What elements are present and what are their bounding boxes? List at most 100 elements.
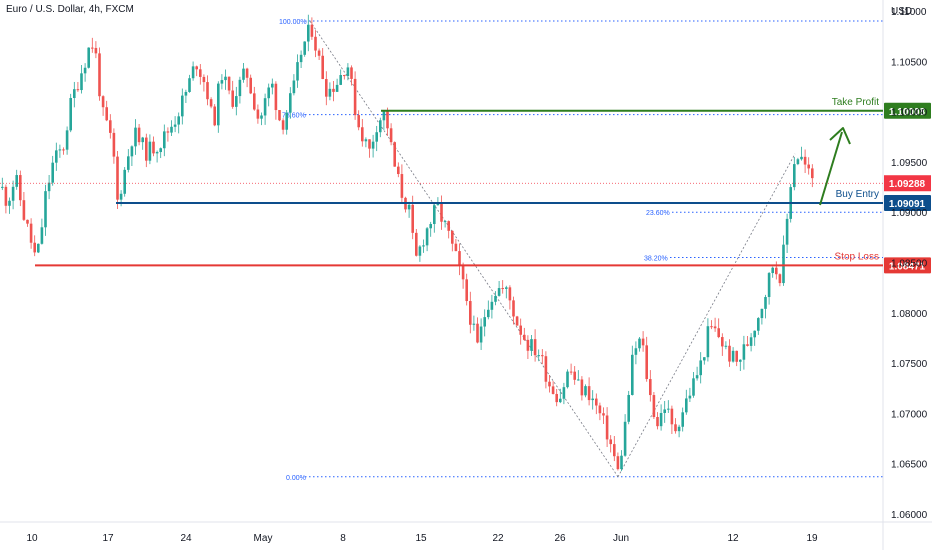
candle-body	[418, 246, 422, 256]
candle-body	[677, 426, 681, 432]
candle-body	[40, 227, 44, 244]
candle-body	[371, 141, 375, 149]
candle-body	[591, 398, 594, 401]
candle-body	[213, 106, 216, 126]
candle-body	[598, 405, 602, 414]
candle-body	[83, 67, 87, 74]
stop-loss-price-label: 1.08471	[889, 261, 926, 272]
candle-body	[123, 169, 126, 194]
candle-body	[811, 168, 814, 179]
candle-body	[317, 50, 321, 56]
time-tick-label: 17	[102, 533, 114, 544]
time-tick-label: 22	[492, 533, 504, 544]
target-arrow-shaft	[819, 131, 843, 206]
candle-body	[256, 109, 260, 119]
candle-body	[375, 132, 378, 142]
candle-body	[217, 83, 220, 126]
time-tick-label: 26	[554, 533, 566, 544]
candle-body	[530, 339, 533, 351]
candle-body	[803, 156, 807, 165]
candle-body	[447, 221, 450, 231]
candle-body	[555, 393, 558, 403]
candle-body	[335, 84, 339, 92]
candle-body	[245, 68, 249, 78]
candle-body	[742, 344, 746, 360]
candle-body	[80, 73, 83, 91]
candle-body	[659, 413, 663, 427]
candle-body	[15, 175, 18, 187]
candle-body	[569, 371, 573, 373]
candle-body	[602, 413, 605, 416]
candle-body	[595, 398, 598, 406]
candle-body	[573, 371, 576, 380]
price-tick-label: 1.08000	[891, 309, 928, 320]
price-tick-label: 1.10500	[891, 57, 928, 68]
time-tick-label: 19	[806, 533, 818, 544]
candle-body	[767, 273, 771, 298]
candle-body	[137, 127, 141, 143]
candle-body	[73, 89, 76, 98]
candle-body	[195, 66, 198, 70]
candle-body	[508, 287, 512, 301]
candle-body	[285, 112, 288, 130]
candle-body	[368, 139, 371, 149]
time-tick-label: May	[254, 533, 273, 544]
buy-entry-annotation: Buy Entry	[836, 189, 879, 200]
candle-body	[346, 67, 350, 77]
take-profit-price-label: 1.10008	[889, 107, 926, 118]
candle-body	[209, 99, 213, 107]
candle-body	[119, 193, 123, 200]
candle-body	[303, 41, 306, 55]
candle-body	[443, 221, 447, 223]
time-tick-label: 8	[340, 533, 346, 544]
candle-body	[382, 110, 386, 121]
fibonacci-diagonal	[309, 20, 796, 478]
candle-body	[577, 379, 580, 381]
candle-body	[731, 350, 735, 362]
candle-body	[796, 159, 800, 165]
candle-body	[325, 79, 328, 97]
candle-body	[314, 36, 317, 51]
candle-body	[584, 386, 587, 396]
candle-body	[551, 386, 555, 394]
candle-body	[627, 394, 630, 422]
candle-body	[159, 148, 162, 153]
candle-body	[55, 150, 58, 163]
candle-body	[397, 166, 400, 175]
candle-body	[778, 274, 782, 284]
candle-body	[145, 137, 148, 161]
candle-body	[415, 232, 418, 256]
candle-body	[623, 421, 627, 456]
candle-body	[166, 131, 170, 133]
candle-body	[69, 97, 72, 131]
candle-body	[339, 75, 342, 85]
candle-body	[357, 115, 360, 128]
candle-body	[11, 186, 15, 201]
candle-body	[101, 96, 105, 108]
candle-body	[501, 288, 504, 290]
candle-body	[746, 344, 749, 346]
candle-body	[764, 297, 767, 309]
candle-body	[8, 200, 11, 206]
buy-entry-price-tag	[884, 195, 931, 212]
candle-body	[713, 326, 717, 329]
time-ticks: 10 17 24 May 8 15 22 26 Jun 12 19	[26, 533, 818, 544]
candle-body	[386, 110, 389, 129]
candle-body	[242, 68, 245, 80]
candle-body	[206, 82, 209, 100]
candle-body	[429, 224, 432, 229]
candle-body	[641, 338, 645, 346]
candle-body	[177, 116, 180, 125]
candle-body	[94, 47, 98, 54]
candle-body	[37, 243, 40, 253]
candle-body	[479, 326, 483, 343]
candle-body	[652, 395, 656, 418]
trade-levels[interactable]: 1.10008 1.09091 1.08471 1.09288	[0, 102, 931, 274]
price-tick-label: 1.09000	[891, 208, 928, 219]
candles	[1, 14, 814, 472]
annotations: Take Profit Buy Entry Stop Loss	[819, 97, 879, 262]
candle-body	[231, 90, 234, 107]
fib-level-label: 100.00%	[279, 19, 307, 26]
